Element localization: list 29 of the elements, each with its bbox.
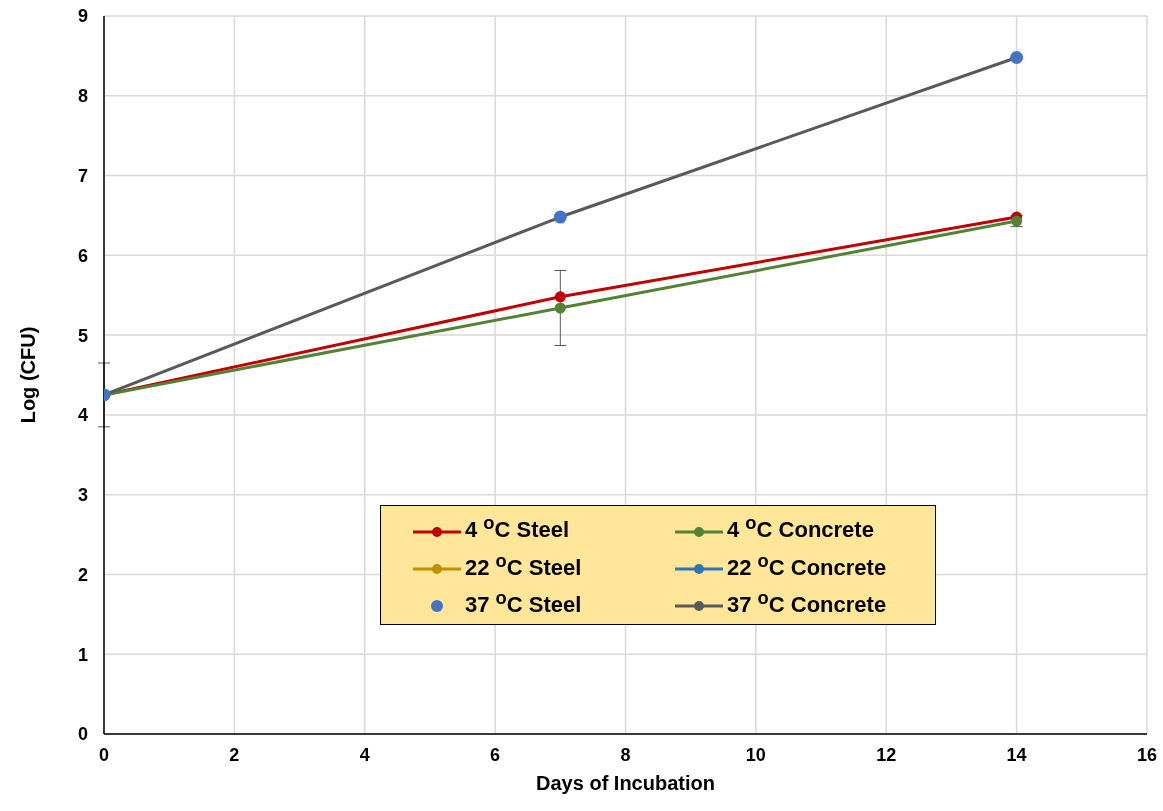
x-tick-label: 10 [745, 744, 766, 765]
legend-label: 37 $^{o}$C Steel [465, 586, 582, 617]
x-tick-label: 0 [98, 744, 110, 765]
legend-label: 22 $^{o}$C Steel [465, 549, 582, 580]
x-tick-label: 14 [1006, 744, 1027, 765]
legend-label: 4 $^{o}$C Concrete [727, 512, 874, 543]
y-tick-label: 3 [77, 485, 88, 506]
point [554, 302, 566, 314]
y-tick-label: 9 [77, 6, 88, 27]
y-tick-label: 1 [77, 644, 88, 665]
x-tick-label: 6 [490, 744, 501, 765]
point [554, 291, 566, 303]
y-axis-title: Log (CFU) [17, 326, 40, 424]
y-tick-label: 0 [77, 724, 88, 745]
y-tick-label: 8 [77, 86, 88, 107]
x-tick-label: 8 [620, 744, 631, 765]
x-axis-title: Days of Incubation [536, 772, 715, 794]
y-tick-label: 6 [77, 245, 88, 266]
x-tick-label: 2 [229, 744, 240, 765]
y-tick-label: 5 [77, 325, 88, 346]
legend-label: 4 $^{o}$C Steel [465, 512, 570, 543]
y-tick-label: 7 [77, 165, 88, 186]
legend-label: 22 $^{o}$C Concrete [727, 549, 887, 580]
x-tick-label: 12 [876, 744, 897, 765]
x-tick-label: 16 [1136, 744, 1158, 765]
y-tick-label: 4 [77, 405, 88, 426]
legend-label: 37 $^{o}$C Concrete [727, 586, 887, 617]
x-tick-label: 4 [359, 744, 370, 765]
y-tick-label: 2 [77, 564, 88, 585]
